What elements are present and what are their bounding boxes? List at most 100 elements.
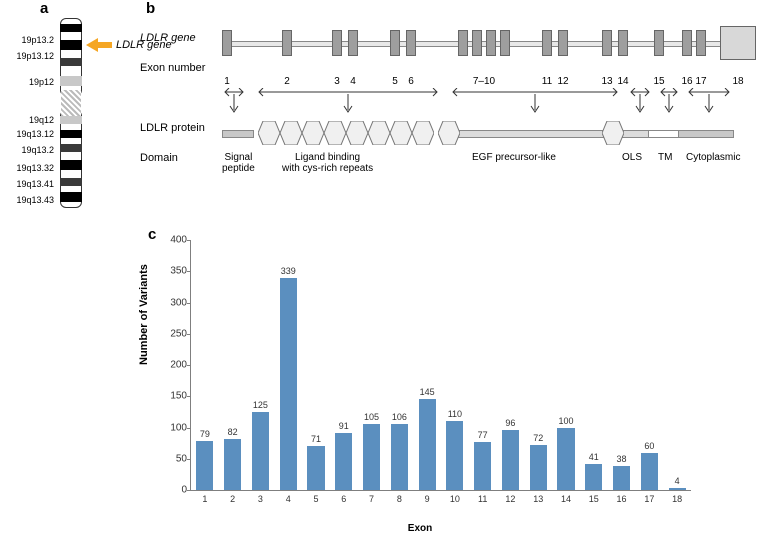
bar-value-label: 77	[478, 430, 488, 440]
cys-rich-repeat-icon	[324, 121, 346, 145]
ideogram-band	[60, 116, 82, 124]
y-tick-mark	[187, 428, 191, 429]
x-tick-label: 17	[644, 494, 654, 504]
y-tick-label: 250	[159, 328, 187, 339]
bar	[446, 421, 463, 490]
ideogram-band	[60, 160, 82, 170]
protein-segment	[442, 130, 604, 138]
bar	[557, 428, 574, 491]
bar	[280, 278, 297, 490]
domain-span-arrow-icon	[686, 88, 732, 106]
exon-box	[472, 30, 482, 56]
x-tick-label: 18	[672, 494, 682, 504]
exon-box	[618, 30, 628, 56]
ideogram-band	[60, 130, 82, 138]
y-tick-label: 100	[159, 422, 187, 433]
y-tick-label: 150	[159, 391, 187, 402]
domain-span-arrow-icon	[628, 88, 652, 106]
bar-value-label: 125	[253, 400, 268, 410]
domain-span-arrow-icon	[658, 88, 680, 106]
bar	[530, 445, 547, 490]
bar	[363, 424, 380, 490]
y-tick-mark	[187, 490, 191, 491]
chart-plot-area: 0501001502002503003504007918221253339471…	[190, 240, 691, 491]
figure-root: a b c LDLR gene 19p13.219p13.1219p1219q1…	[0, 0, 778, 557]
gene-protein-schematic: LDLR gene Exon number LDLR protein Domai…	[140, 10, 760, 210]
domain-label: OLS	[622, 152, 642, 163]
x-tick-label: 3	[258, 494, 263, 504]
exon-number-label: 7–10	[473, 76, 495, 87]
x-tick-label: 1	[202, 494, 207, 504]
protein-segment	[622, 130, 650, 138]
bar-value-label: 96	[505, 418, 515, 428]
bar	[585, 464, 602, 490]
panel-label-a: a	[40, 0, 48, 17]
exon-box	[654, 30, 664, 56]
bar-value-label: 4	[675, 476, 680, 486]
ideogram: LDLR gene 19p13.219p13.1219p1219q1219q13…	[30, 18, 120, 208]
exon-box	[222, 30, 232, 56]
cys-rich-repeat-icon	[368, 121, 390, 145]
y-axis-title: Number of Variants	[138, 264, 150, 365]
exon-number-label: 4	[350, 76, 356, 87]
x-tick-label: 11	[478, 494, 487, 504]
bar-value-label: 38	[617, 454, 627, 464]
exon-number-label: 13	[601, 76, 612, 87]
bar	[613, 466, 630, 490]
x-tick-label: 4	[286, 494, 291, 504]
cys-rich-repeat-icon	[412, 121, 434, 145]
y-tick-mark	[187, 365, 191, 366]
gene-row-label: LDLR gene	[140, 32, 196, 44]
x-tick-label: 5	[313, 494, 318, 504]
exon-box	[348, 30, 358, 56]
ideogram-band-label: 19p12	[29, 77, 54, 87]
bar	[307, 446, 324, 490]
exon-box	[500, 30, 510, 56]
bar	[391, 424, 408, 490]
x-tick-label: 15	[589, 494, 599, 504]
bar-value-label: 72	[533, 433, 543, 443]
gene-axis	[222, 41, 742, 47]
ideogram-band	[60, 76, 82, 86]
exon-number-label: 12	[557, 76, 568, 87]
bar-value-label: 60	[644, 441, 654, 451]
exon-number-label: 16	[681, 76, 692, 87]
bar	[502, 430, 519, 490]
protein-segment	[222, 130, 254, 138]
exon-box	[696, 30, 706, 56]
bar-value-label: 110	[448, 409, 462, 419]
bar	[419, 399, 436, 490]
bar-value-label: 71	[311, 434, 321, 444]
exon-box	[720, 26, 756, 60]
x-tick-label: 12	[505, 494, 515, 504]
protein-track	[222, 118, 742, 148]
ideogram-band-label: 19q13.41	[16, 179, 54, 189]
bar	[641, 453, 658, 491]
x-tick-label: 10	[450, 494, 460, 504]
domain-label: Signal peptide	[222, 152, 255, 174]
cys-rich-repeat-icon	[302, 121, 324, 145]
bar-value-label: 100	[558, 416, 573, 426]
y-tick-label: 300	[159, 297, 187, 308]
ideogram-band-label: 19p13.2	[21, 35, 54, 45]
x-tick-label: 2	[230, 494, 235, 504]
y-tick-mark	[187, 303, 191, 304]
y-tick-label: 400	[159, 235, 187, 246]
x-tick-label: 16	[617, 494, 627, 504]
domain-label: Cytoplasmic	[686, 152, 740, 163]
cys-rich-repeat-icon	[602, 121, 624, 145]
bar-value-label: 106	[392, 412, 407, 422]
exon-box	[458, 30, 468, 56]
domain-label: TM	[658, 152, 672, 163]
bar	[474, 442, 491, 490]
variants-bar-chart: Number of Variants 050100150200250300350…	[130, 230, 710, 540]
bar-value-label: 105	[364, 412, 379, 422]
ideogram-band-label: 19q13.2	[21, 145, 54, 155]
x-tick-label: 8	[397, 494, 402, 504]
domain-span-arrow-icon	[256, 88, 440, 106]
domain-label: Ligand binding with cys-rich repeats	[282, 152, 373, 174]
protein-row-label: LDLR protein	[140, 122, 205, 134]
y-tick-label: 0	[159, 485, 187, 496]
exon-row-label: Exon number	[140, 62, 205, 74]
y-tick-label: 200	[159, 360, 187, 371]
